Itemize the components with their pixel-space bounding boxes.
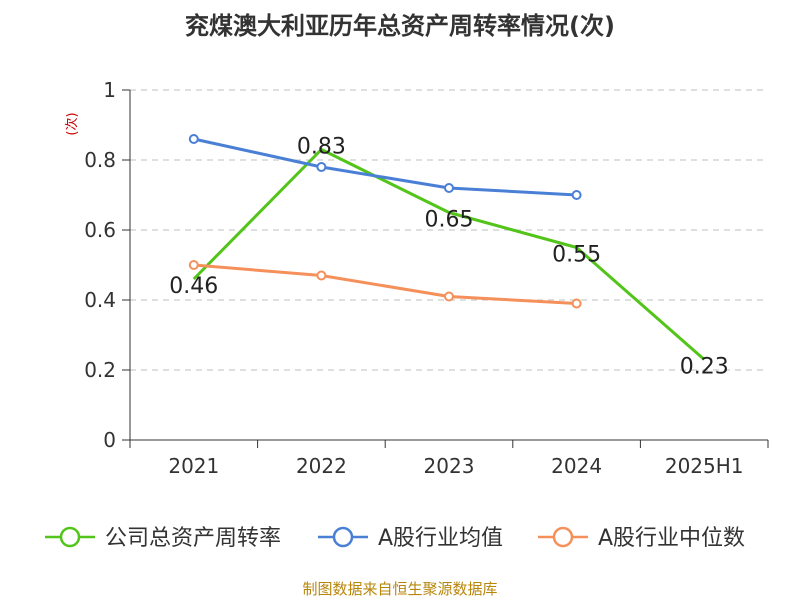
axes: 0 0.2 0.4 0.6 0.8 1 (次) 2021 2022 2023 2024 2025H1 [64,78,769,478]
y-tick-label: 0.4 [84,288,116,312]
series-line [192,148,706,361]
data-point [188,260,199,270]
data-point [571,190,582,200]
data-point [316,270,327,281]
legend-item[interactable]: A股行业中位数 [538,526,745,551]
x-tick-label: 2024 [551,454,602,478]
data-label: 0.65 [425,208,474,233]
series [188,134,706,361]
y-tick-label: 0.8 [84,148,116,172]
data-source-note: 制图数据来自恒生聚源数据库 [302,580,498,598]
y-axis-label: (次) [64,112,80,135]
data-label: 0.46 [169,274,218,299]
data-point [444,183,454,193]
legend-swatch-marker [332,526,354,548]
y-tick-label: 1 [103,78,116,102]
data-point [188,134,199,144]
data-label: 0.83 [297,135,346,160]
x-tick-label: 2022 [296,454,347,478]
legend-label: A股行业均值 [378,526,503,551]
legend-label: 公司总资产周转率 [105,526,281,551]
y-tick-label: 0.2 [84,358,116,382]
data-point [444,291,454,302]
legend-swatch-marker [59,526,81,548]
chart-title: 兖煤澳大利亚历年总资产周转率情况(次) [185,12,615,40]
series-line [193,137,577,197]
data-label: 0.23 [680,355,729,380]
legend-label: A股行业中位数 [598,526,745,551]
x-tick-label: 2025H1 [665,454,744,478]
series-line [193,263,577,305]
legend-swatch-marker [552,526,574,548]
data-labels: 0.46 0.83 0.65 0.55 0.23 [169,135,728,380]
y-tick-label: 0 [103,428,116,452]
x-tick-label: 2023 [424,454,475,478]
legend-item[interactable]: 公司总资产周转率 [45,526,281,551]
data-point [316,162,327,172]
data-label: 0.55 [552,243,601,268]
data-point [571,298,582,309]
y-tick-label: 0.6 [84,218,116,242]
x-tick-label: 2021 [168,454,219,478]
legend-item[interactable]: A股行业均值 [318,526,503,551]
legend: 公司总资产周转率 A股行业均值 A股行业中位数 [45,526,745,551]
